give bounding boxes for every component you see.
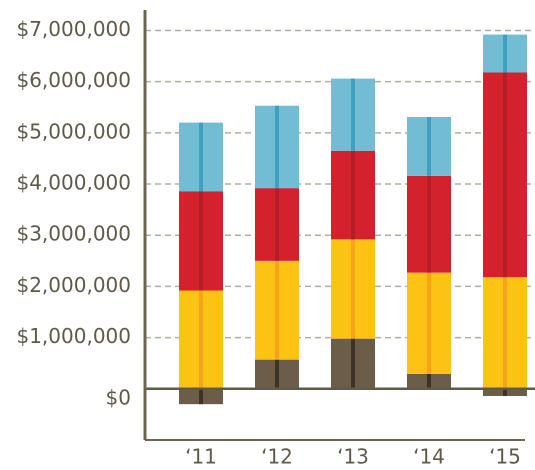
bar-stripe <box>275 260 279 360</box>
bar-stripe <box>503 34 507 73</box>
x-tick-label: ‘13 <box>337 445 369 469</box>
bar-stripe <box>503 277 507 389</box>
x-tick-label: ‘15 <box>489 445 521 469</box>
bar-stripe <box>199 388 203 405</box>
y-tick-label: $6,000,000 <box>16 68 131 92</box>
bar-stripe <box>503 72 507 278</box>
x-tick-label: ‘12 <box>261 445 293 469</box>
x-tick-label: ‘14 <box>413 445 445 469</box>
bar-stripe <box>503 388 507 396</box>
y-tick-label: $5,000,000 <box>16 119 131 143</box>
bar-stripe <box>199 290 203 389</box>
bar-stripe <box>427 175 431 273</box>
y-tick-label: $0 <box>106 385 131 409</box>
bar-stripe <box>427 373 431 389</box>
bar-stripe <box>351 150 355 240</box>
bar-stripe <box>275 188 279 261</box>
y-tick-label: $3,000,000 <box>16 222 131 246</box>
bar-stripe <box>351 78 355 151</box>
y-tick-label: $1,000,000 <box>16 324 131 348</box>
bar-stripe <box>275 359 279 389</box>
bar-stripe <box>351 338 355 389</box>
y-tick-label: $4,000,000 <box>16 171 131 195</box>
y-tick-label: $7,000,000 <box>16 17 131 41</box>
x-tick-label: ‘11 <box>185 445 217 469</box>
y-tick-label: $2,000,000 <box>16 273 131 297</box>
bar-stripe <box>427 116 431 176</box>
bar-stripe <box>199 191 203 291</box>
bar-stripe <box>275 105 279 189</box>
bar-stripe <box>199 122 203 192</box>
bar-stripe <box>427 272 431 374</box>
bar-stripe <box>351 239 355 339</box>
